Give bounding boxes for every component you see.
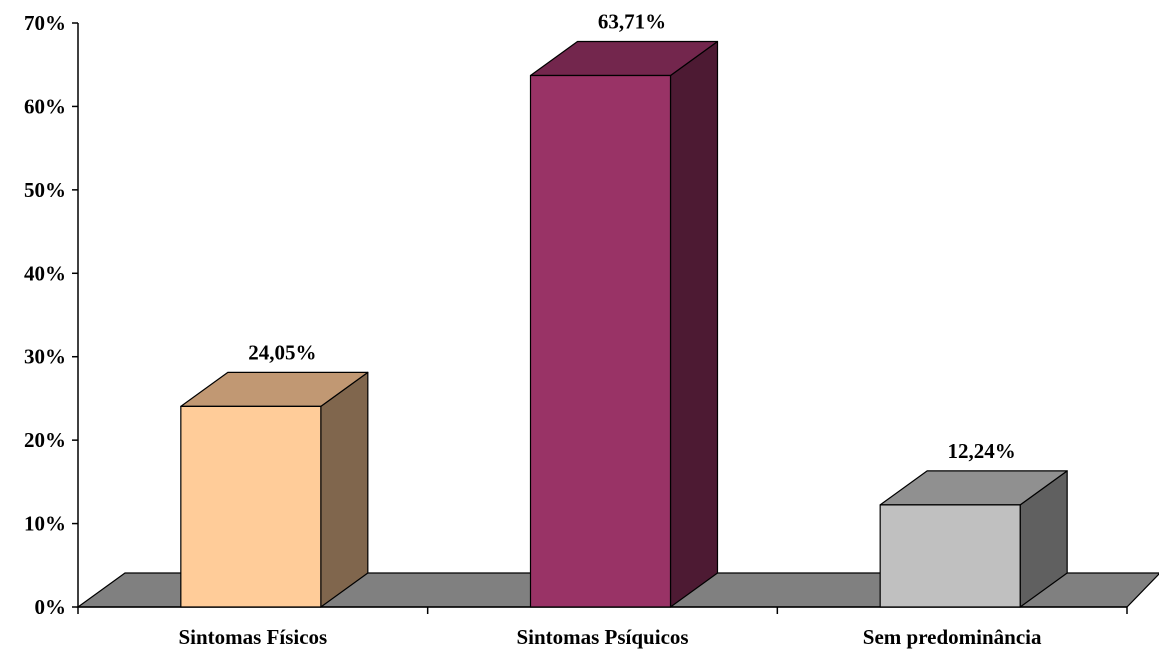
category-label: Sem predominância — [863, 625, 1042, 649]
bar-front — [180, 405, 322, 608]
bar-front — [879, 504, 1021, 608]
category-label: Sintomas Físicos — [178, 625, 327, 649]
bar — [879, 470, 1068, 608]
y-tick-label: 40% — [24, 261, 66, 285]
bar — [529, 40, 719, 608]
data-label: 63,71% — [598, 9, 666, 33]
bar — [180, 371, 369, 608]
data-label: 24,05% — [248, 340, 316, 364]
bar-front — [529, 74, 672, 608]
y-tick-label: 70% — [24, 11, 66, 35]
category-label: Sintomas Psíquicos — [516, 625, 688, 649]
y-tick-label: 0% — [35, 595, 67, 619]
y-tick-label: 50% — [24, 178, 66, 202]
bar-side — [669, 40, 719, 608]
y-tick-label: 60% — [24, 94, 66, 118]
labels: 24,05% Sintomas Físicos 63,71% Sintomas Psí… — [178, 9, 1042, 649]
bar-side — [320, 371, 369, 608]
bars — [180, 40, 1068, 608]
y-tick-label: 10% — [24, 512, 66, 536]
y-tick-label: 30% — [24, 345, 66, 369]
y-tick-label: 20% — [24, 428, 66, 452]
data-label: 12,24% — [948, 439, 1016, 463]
y-axis: 0% 10% 20% 30% 40% 50% 60% 70% — [24, 11, 1128, 619]
